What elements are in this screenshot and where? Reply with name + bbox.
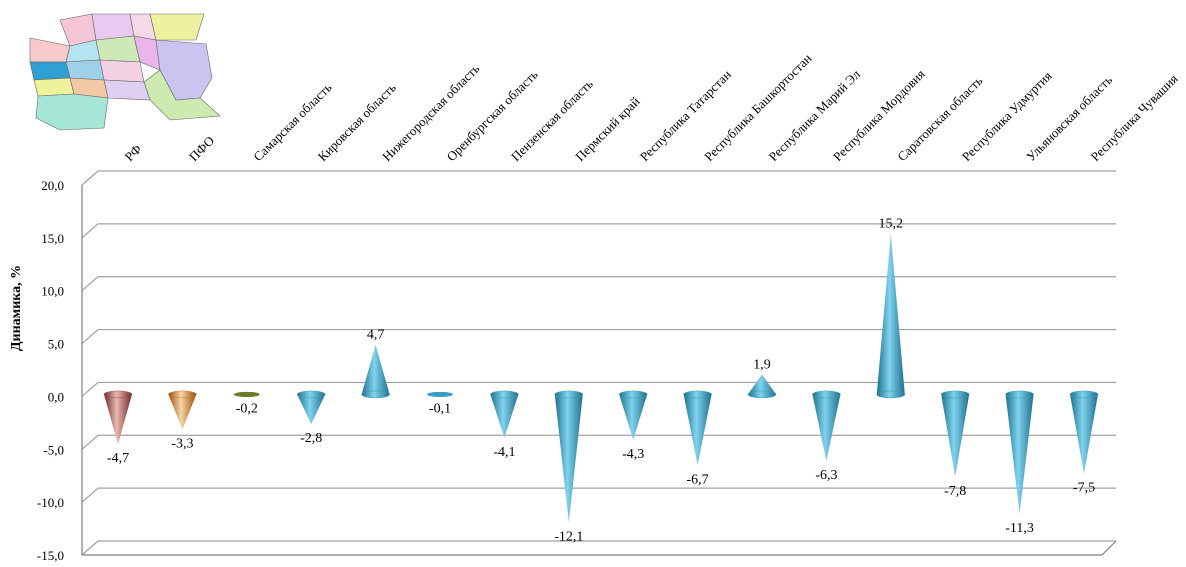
cone-body <box>812 394 841 462</box>
value-label: -6,3 <box>815 468 837 483</box>
cone-mark <box>747 374 777 399</box>
cone-mark <box>233 391 260 398</box>
cone-body <box>361 344 390 395</box>
y-tick-label: 10,0 <box>41 284 64 299</box>
cone-base <box>618 390 648 399</box>
value-label: -7,5 <box>1073 481 1095 496</box>
cone-mark <box>1005 390 1034 514</box>
value-labels: -4,7 -3,3 -0,2 -2,8 4,7 -0,1 -4,1 -12,1 -4,3 -6,7… <box>107 217 1095 545</box>
grid-layer <box>81 170 1116 556</box>
category-label: Республика Башкортостан <box>701 51 815 165</box>
cone-body <box>941 394 970 477</box>
gridline-depth <box>81 540 99 556</box>
y-tick-label: 20,0 <box>41 178 64 193</box>
cone-body <box>490 394 519 438</box>
cone-base <box>168 390 197 399</box>
category-label: Пермский край <box>572 94 642 164</box>
cone-mark <box>361 344 390 399</box>
cone-body <box>1005 394 1034 514</box>
cone-flat-mark <box>233 391 260 398</box>
cone-base <box>103 390 133 399</box>
gridline-depth <box>81 381 99 397</box>
gridline-depth <box>81 223 99 239</box>
category-label: РФ <box>122 141 145 164</box>
cone-mark <box>296 390 326 425</box>
cone-mark <box>1069 390 1099 474</box>
gridline-depth <box>81 434 99 450</box>
category-label: ПФО <box>186 133 217 164</box>
cone-mark <box>812 390 841 462</box>
value-label: -4,7 <box>107 451 129 466</box>
cone-body <box>619 394 648 440</box>
cone-mark <box>427 391 453 398</box>
cone-base <box>1005 390 1034 399</box>
cone-body <box>554 394 583 523</box>
cone-mark <box>103 390 133 445</box>
value-label: 4,7 <box>367 328 385 343</box>
value-label: -0,1 <box>429 401 451 416</box>
value-label: -4,1 <box>493 445 515 460</box>
y-tick-label: -15,0 <box>37 548 64 562</box>
cone-base <box>1069 390 1099 399</box>
cone-mark <box>490 390 519 438</box>
value-label: -6,7 <box>687 472 709 487</box>
cone-mark <box>940 390 970 477</box>
value-label: -7,8 <box>944 484 966 499</box>
cone-base <box>361 390 390 399</box>
value-label: -11,3 <box>1005 521 1034 536</box>
cone-body <box>876 233 905 395</box>
value-label: 1,9 <box>753 357 771 372</box>
cone-mark <box>618 390 648 440</box>
gridline-depth <box>81 487 99 503</box>
cone-base <box>876 390 906 399</box>
cone-body <box>683 394 712 466</box>
cone-body <box>297 394 326 425</box>
cone-body <box>104 394 132 445</box>
gridline-depth <box>81 276 99 292</box>
value-label: -3,3 <box>171 436 193 451</box>
y-axis-title: Динамика, % <box>9 265 24 351</box>
y-tick-label: 0,0 <box>48 389 64 404</box>
cone-base <box>554 390 584 399</box>
value-label: -4,3 <box>622 447 644 462</box>
cone-mark <box>683 390 712 466</box>
axis-layer: 20,0 15,0 10,0 5,0 0,0 -5,0 -10,0 -15,0 <box>37 178 1117 563</box>
cone-flat-mark <box>427 391 453 398</box>
y-tick-label: -5,0 <box>43 442 64 457</box>
value-label: -2,8 <box>300 431 322 446</box>
region-map-icon <box>28 13 224 132</box>
cone-base <box>683 390 712 399</box>
y-tick-label: -10,0 <box>37 495 64 510</box>
cone-mark <box>168 390 197 430</box>
cone-base <box>490 390 519 399</box>
gridline-depth <box>81 170 99 186</box>
y-tick-label: 15,0 <box>41 231 64 246</box>
y-tick-label: 5,0 <box>48 337 64 352</box>
cone-body <box>168 394 197 430</box>
value-label: 15,2 <box>879 217 904 232</box>
floor-edge-depth <box>1101 540 1117 556</box>
cone-base <box>812 390 841 399</box>
value-label: -0,2 <box>236 401 258 416</box>
cone-body <box>748 374 776 395</box>
value-label: -12,1 <box>554 529 583 544</box>
cone-marks <box>103 233 1099 523</box>
cone-base <box>747 390 777 399</box>
cone-mark <box>876 233 906 399</box>
cone-body <box>1070 394 1098 474</box>
cone-base <box>296 390 326 399</box>
cone-mark <box>554 390 584 523</box>
gridline-depth <box>81 329 99 345</box>
cone-base <box>940 390 970 399</box>
